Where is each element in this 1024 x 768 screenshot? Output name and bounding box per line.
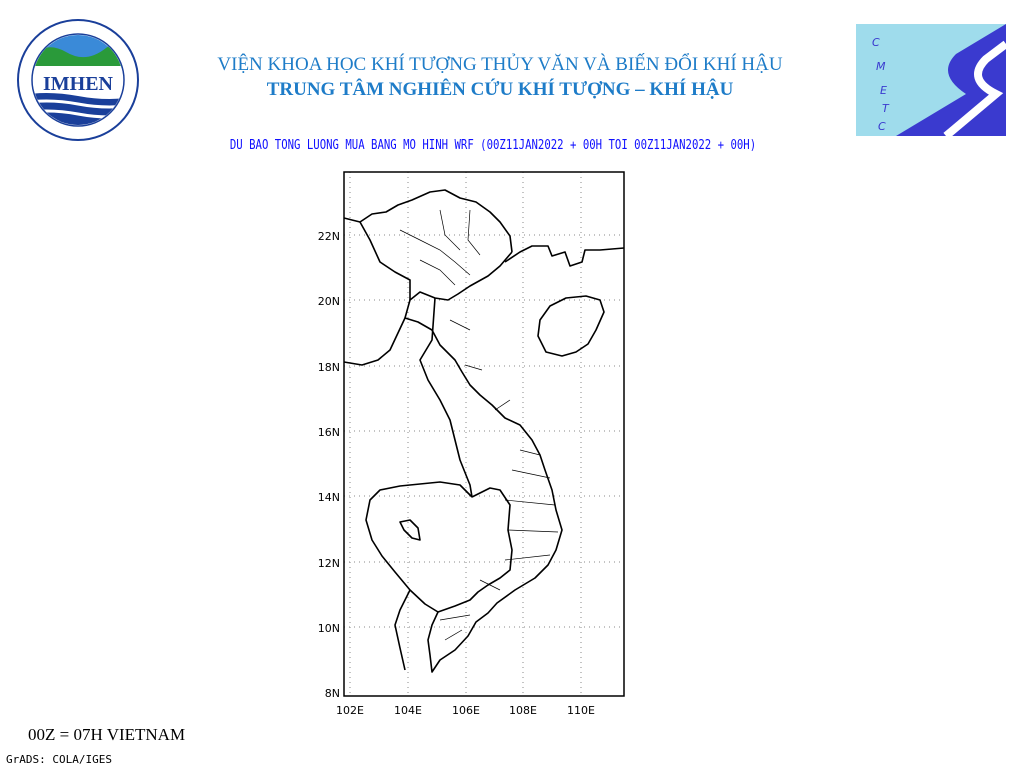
- institute-title: VIỆN KHOA HỌC KHÍ TƯỢNG THỦY VĂN VÀ BIẾN…: [217, 54, 783, 75]
- grid-lines: [344, 172, 624, 696]
- hainan-island: [537, 295, 605, 357]
- vietnam-coast: [404, 251, 563, 673]
- province-borders: [399, 209, 559, 641]
- lat-label: 16N: [318, 426, 340, 439]
- lon-label: 106E: [452, 704, 480, 717]
- china-border: [343, 189, 513, 253]
- laos-border: [343, 221, 473, 498]
- grads-credit: GrADS: COLA/IGES: [6, 753, 112, 766]
- lat-label: 10N: [318, 622, 340, 635]
- timezone-note: 00Z = 07H VIETNAM: [28, 725, 186, 744]
- svg-text:C: C: [878, 120, 886, 133]
- cambodia-border: [365, 481, 513, 613]
- lat-labels: 8N 10N 12N 14N 16N 18N 20N 22N: [318, 230, 340, 700]
- lat-label: 8N: [325, 687, 340, 700]
- lat-label: 18N: [318, 361, 340, 374]
- map-frame: [343, 171, 625, 697]
- lon-label: 104E: [394, 704, 422, 717]
- map-title: DU BAO TONG LUONG MUA BANG MO HINH WRF (…: [229, 138, 757, 153]
- lat-label: 14N: [318, 491, 340, 504]
- tonle-sap-lake: [399, 519, 421, 541]
- imhen-logo: IMHEN: [17, 19, 139, 141]
- thailand-coast: [394, 589, 411, 671]
- svg-text:T: T: [882, 102, 890, 115]
- lon-labels: 102E 104E 106E 108E 110E: [336, 704, 595, 717]
- center-title: TRUNG TÂM NGHIÊN CỨU KHÍ TƯỢNG – KHÍ HẬU: [266, 79, 734, 100]
- lat-label: 22N: [318, 230, 340, 243]
- lon-label: 102E: [336, 704, 364, 717]
- china-coast: [504, 245, 625, 267]
- lon-label: 110E: [567, 704, 595, 717]
- lon-label: 108E: [509, 704, 537, 717]
- svg-text:C: C: [872, 36, 880, 49]
- svg-text:M: M: [876, 60, 886, 73]
- svg-text:IMHEN: IMHEN: [43, 73, 114, 95]
- svg-text:E: E: [880, 84, 887, 97]
- lat-label: 12N: [318, 557, 340, 570]
- lat-label: 20N: [318, 295, 340, 308]
